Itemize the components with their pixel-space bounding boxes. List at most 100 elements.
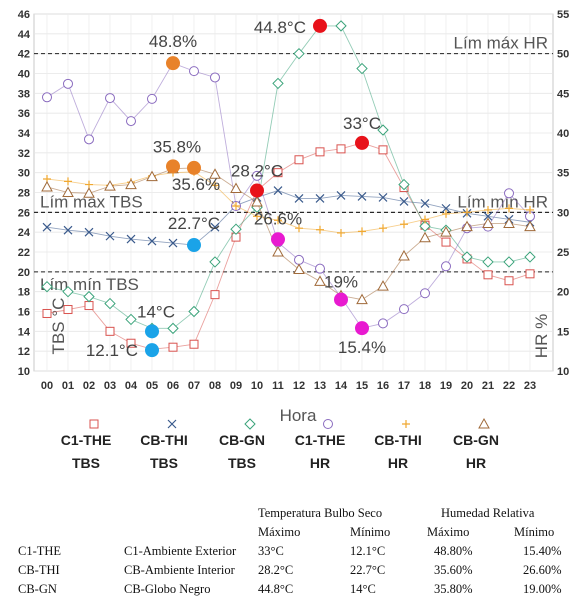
data-point: [274, 216, 282, 225]
highlight-label: 19%: [324, 273, 358, 292]
data-point: [62, 285, 74, 298]
reference-line-label: Lím máx HR: [454, 34, 548, 53]
y-left-tick-label: 26: [18, 207, 30, 219]
row-hr-min: 15.40%: [523, 544, 562, 558]
data-point: [503, 256, 515, 268]
data-point: [210, 222, 220, 232]
data-point: [273, 168, 283, 178]
data-point: [41, 180, 53, 192]
x-tick-label: 01: [62, 380, 74, 392]
data-point: [273, 186, 283, 195]
y-right-tick-label: 55: [557, 9, 569, 21]
summary-row: CB-THI CB-Ambiente Interior 28.2°C 22.7°…: [18, 563, 578, 582]
y-right-tick-label: 15: [557, 326, 569, 338]
summary-row: C1-THE C1-Ambiente Exterior 33°C 12.1°C …: [18, 544, 578, 563]
y-right-tick-label: 35: [557, 168, 569, 180]
sub-header-temp-min: Mínimo: [350, 525, 391, 539]
x-tick-label: 07: [188, 380, 200, 392]
data-point: [63, 225, 73, 235]
x-tick-label: 02: [83, 380, 95, 392]
sub-header-hr-min: Mínimo: [514, 525, 555, 539]
highlight-label: 48.8%: [149, 32, 197, 51]
y-left-tick-label: 12: [18, 346, 30, 358]
legend-label: TBS: [72, 455, 100, 471]
data-point: [63, 305, 73, 315]
data-point: [253, 212, 261, 221]
highlight-point: [271, 232, 285, 247]
legend-label: TBS: [228, 455, 256, 471]
x-tick-label: 15: [356, 380, 368, 392]
row-temp-min: 14°C: [350, 582, 376, 596]
highlight-point: [166, 159, 180, 174]
highlight-point: [250, 183, 264, 198]
data-point: [398, 249, 410, 261]
legend-label: CB-GN: [453, 432, 499, 448]
row-temp-max: 28.2°C: [258, 563, 294, 577]
data-point: [84, 301, 94, 311]
data-point: [126, 338, 136, 348]
row-code: CB-GN: [18, 582, 57, 596]
data-point: [147, 93, 157, 104]
legend-label: TBS: [150, 455, 178, 471]
data-point: [64, 177, 72, 186]
y-left-tick-label: 38: [18, 88, 30, 100]
row-temp-max: 44.8°C: [258, 582, 294, 596]
x-tick-label: 08: [209, 380, 221, 392]
data-point: [42, 222, 52, 232]
y-left-tick-label: 24: [18, 227, 31, 239]
data-point: [421, 215, 429, 224]
data-point: [146, 170, 158, 182]
legend-label: HR: [310, 455, 330, 471]
data-point: [441, 203, 451, 213]
data-point: [294, 194, 304, 203]
data-point: [503, 217, 515, 228]
highlight-point: [313, 18, 327, 33]
y-left-tick-label: 28: [18, 188, 30, 200]
legend-label: CB-THI: [140, 432, 187, 448]
data-point: [168, 342, 178, 352]
data-point: [483, 211, 493, 221]
y-right-tick-label: 50: [557, 49, 569, 61]
highlight-label: 12.1°C: [86, 341, 138, 360]
data-point: [41, 281, 53, 293]
data-point: [316, 225, 324, 234]
highlight-label: 33°C: [343, 114, 381, 133]
y-right-tick-label: 10: [557, 366, 569, 378]
summary-group-header-row: Temperatura Bulbo Seco Humedad Relativa: [18, 506, 578, 525]
y-left-tick-label: 20: [18, 267, 30, 279]
highlight-point: [355, 135, 369, 150]
row-hr-max: 35.60%: [434, 563, 473, 577]
y-right-tick-label: 45: [557, 88, 569, 100]
data-point: [232, 201, 240, 210]
y-left-tick-label: 36: [18, 108, 30, 120]
y-left-tick-label: 40: [18, 69, 30, 81]
data-point: [125, 313, 137, 326]
y-right-tick-label: 25: [557, 247, 569, 259]
x-tick-label: 18: [419, 380, 431, 392]
data-point: [336, 191, 346, 200]
data-point: [168, 238, 178, 248]
data-point: [399, 197, 409, 206]
data-point: [105, 326, 115, 336]
data-point: [525, 269, 535, 279]
x-tick-label: 23: [524, 380, 536, 392]
data-point: [210, 290, 220, 300]
reference-line-label: Lím mín TBS: [40, 275, 139, 294]
x-tick-label: 19: [440, 380, 452, 392]
data-point: [125, 178, 137, 190]
data-point: [336, 144, 346, 154]
x-tick-label: 14: [335, 380, 348, 392]
row-code: C1-THE: [18, 544, 62, 558]
data-point: [337, 228, 345, 237]
data-point: [420, 288, 430, 299]
data-point: [272, 245, 284, 257]
data-point: [230, 223, 242, 235]
row-desc: CB-Ambiente Interior: [124, 563, 235, 577]
row-code: CB-THI: [18, 563, 60, 577]
data-point: [441, 261, 451, 272]
legend-marker: [402, 420, 410, 428]
data-point: [293, 263, 305, 274]
data-point: [399, 304, 409, 315]
highlight-label: 22.7°C: [168, 214, 220, 233]
data-point: [483, 270, 493, 280]
